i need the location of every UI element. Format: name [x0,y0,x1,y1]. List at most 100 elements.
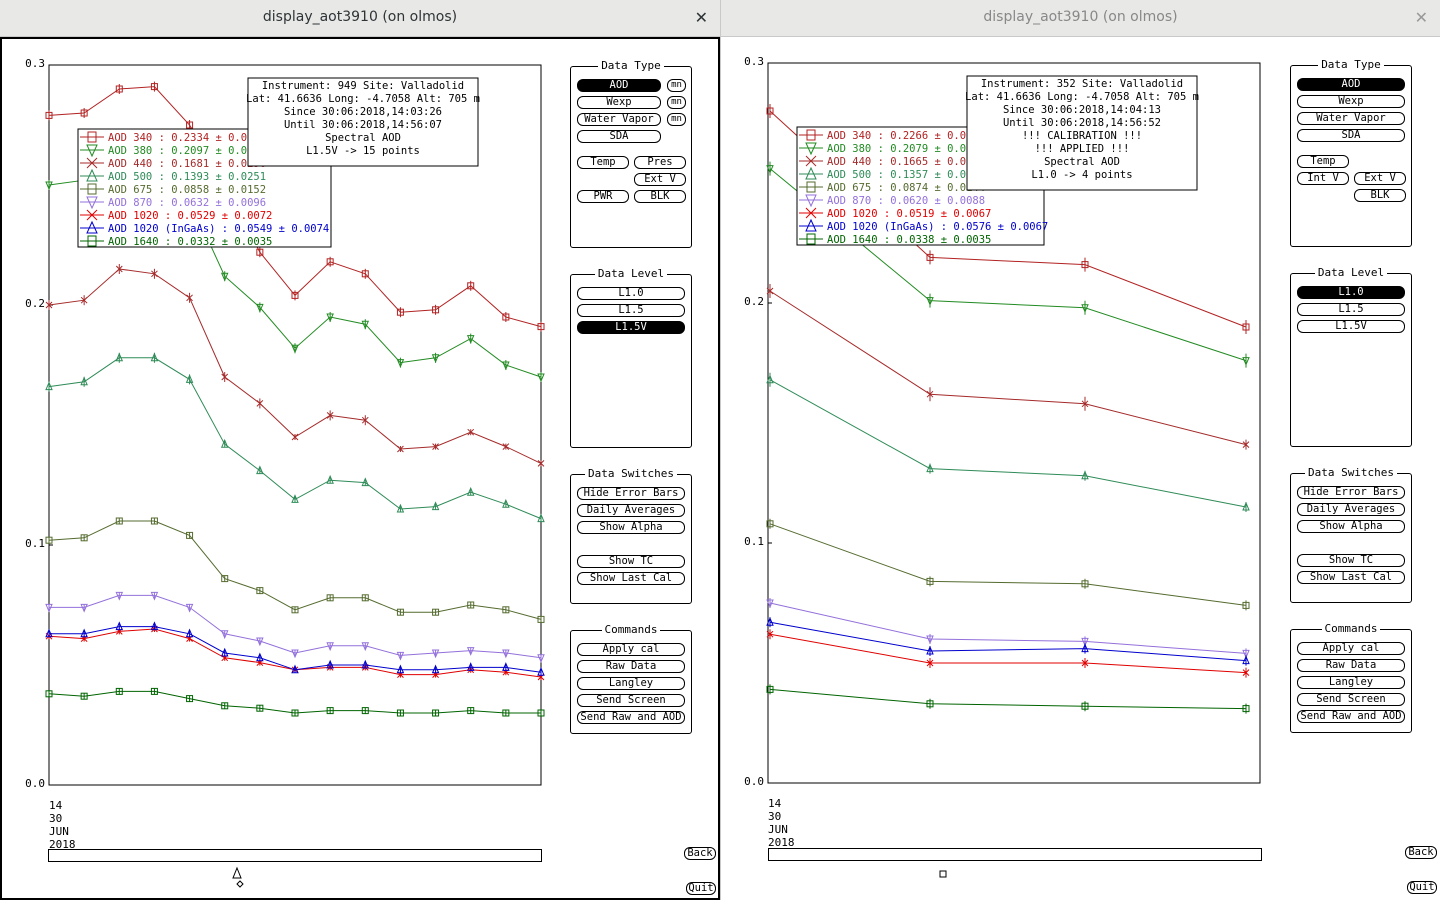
wexp-mn-button[interactable]: mn [667,96,686,109]
data-point [766,165,774,174]
data-point [467,428,475,436]
level-l10-button[interactable]: L1.0 [577,287,685,300]
show-alpha-button[interactable]: Show Alpha [577,521,685,534]
water-vapor-button[interactable]: Water Vapor [1297,112,1405,125]
legend-marker [805,207,817,219]
data-point [396,503,405,513]
pwr-button[interactable]: PWR [577,190,629,203]
data-switches-title: Data Switches [584,467,678,480]
window-title: display_aot3910 (on olmos) [262,9,458,25]
back-button[interactable]: Back [684,847,716,860]
data-point [326,594,334,602]
back-button[interactable]: Back [1405,846,1437,859]
data-point [502,709,510,717]
temp-button[interactable]: Temp [1297,155,1349,168]
wexp-button[interactable]: Wexp [577,96,661,109]
hide-error-bars-button[interactable]: Hide Error Bars [1297,486,1405,499]
legend-marker [86,209,98,221]
legend-item: AOD 1020 (InGaAs) : 0.0576 ± 0.0067 [827,221,1048,233]
data-point [80,534,88,542]
langley-button[interactable]: Langley [577,677,685,690]
data-point [326,707,334,715]
data-point [291,433,299,441]
show-alpha-button[interactable]: Show Alpha [1297,520,1405,533]
pres-button[interactable]: Pres [634,156,686,169]
level-l15-button[interactable]: L1.5 [1297,303,1405,316]
level-l15v-button[interactable]: L1.5V [577,321,685,334]
raw-data-button[interactable]: Raw Data [577,660,685,673]
blk-button[interactable]: BLK [634,190,686,203]
data-point [115,85,123,93]
data-point [115,591,124,601]
quit-button[interactable]: Quit [1407,881,1437,894]
blk-button[interactable]: BLK [1354,189,1406,202]
info-line: Spectral AOD [325,132,401,144]
langley-button[interactable]: Langley [1297,676,1405,689]
close-icon[interactable]: ✕ [694,8,708,27]
level-l10-button[interactable]: L1.0 [1297,286,1405,299]
ext-v-button[interactable]: Ext V [634,173,686,186]
data-point [80,603,88,613]
data-point [1081,470,1089,480]
data-point [256,587,264,595]
data-point [431,649,440,659]
data-point [926,577,934,585]
data-point [220,647,229,657]
time-slider[interactable] [48,849,542,862]
quit-button[interactable]: Quit [686,882,716,895]
hide-error-bars-button[interactable]: Hide Error Bars [577,487,685,500]
aod-button[interactable]: AOD [1297,78,1405,91]
aod-button[interactable]: AOD [577,79,661,92]
daily-averages-button[interactable]: Daily Averages [1297,503,1405,516]
data-point [1081,643,1089,653]
sda-button[interactable]: SDA [1297,129,1405,142]
send-screen-button[interactable]: Send Screen [1297,693,1405,706]
apply-cal-button[interactable]: Apply cal [1297,642,1405,655]
info-box [966,75,1198,191]
data-point [221,702,229,710]
wexp-button[interactable]: Wexp [1297,95,1405,108]
send-raw-and-aod-button[interactable]: Send Raw and AOD [1297,710,1405,723]
water-vapor-button[interactable]: Water Vapor [577,113,661,126]
send-screen-button[interactable]: Send Screen [577,694,685,707]
show-last-cal-button[interactable]: Show Last Cal [577,572,685,585]
legend-item: AOD 675 : 0.0874 ± 0.0144 [827,182,985,194]
aod-mn-button[interactable]: mn [667,79,686,92]
apply-cal-button[interactable]: Apply cal [577,643,685,656]
data-point [186,121,194,129]
data-point [1242,357,1250,366]
data-point [326,313,334,323]
water-vapor-mn-button[interactable]: mn [667,113,686,126]
y-tick-label: 0.2 [25,297,45,310]
data-point [396,651,405,661]
send-raw-and-aod-button[interactable]: Send Raw and AOD [577,711,685,724]
level-l15-button[interactable]: L1.5 [577,304,685,317]
legend-marker [86,157,98,169]
data-point [431,664,440,674]
data-point [1081,702,1089,710]
level-l15v-button[interactable]: L1.5V [1297,320,1405,333]
title-bar[interactable]: display_aot3910 (on olmos) ✕ [721,0,1440,37]
legend-item: AOD 500 : 0.1393 ± 0.0251 [108,171,266,183]
data-point [115,352,124,362]
ext-v-button[interactable]: Ext V [1354,172,1406,185]
data-point [1242,669,1250,676]
show-tc-button[interactable]: Show TC [577,555,685,568]
show-last-cal-button[interactable]: Show Last Cal [1297,571,1405,584]
commands-panel: Commands Apply cal Raw Data Langley Send… [570,623,692,734]
series-aod1020 [766,629,1250,678]
info-line: Instrument: 352 Site: Valladolid [981,78,1183,90]
raw-data-button[interactable]: Raw Data [1297,659,1405,672]
int-v-button[interactable]: Int V [1297,172,1349,185]
series-aod1020ingaas [45,621,545,676]
title-bar[interactable]: display_aot3910 (on olmos) ✕ [0,0,720,37]
daily-averages-button[interactable]: Daily Averages [577,504,685,517]
data-point [1081,400,1089,408]
temp-button[interactable]: Temp [577,156,629,169]
close-icon[interactable]: ✕ [1414,8,1428,27]
show-tc-button[interactable]: Show TC [1297,554,1405,567]
sda-button[interactable]: SDA [577,130,661,143]
time-slider[interactable] [768,848,1262,861]
